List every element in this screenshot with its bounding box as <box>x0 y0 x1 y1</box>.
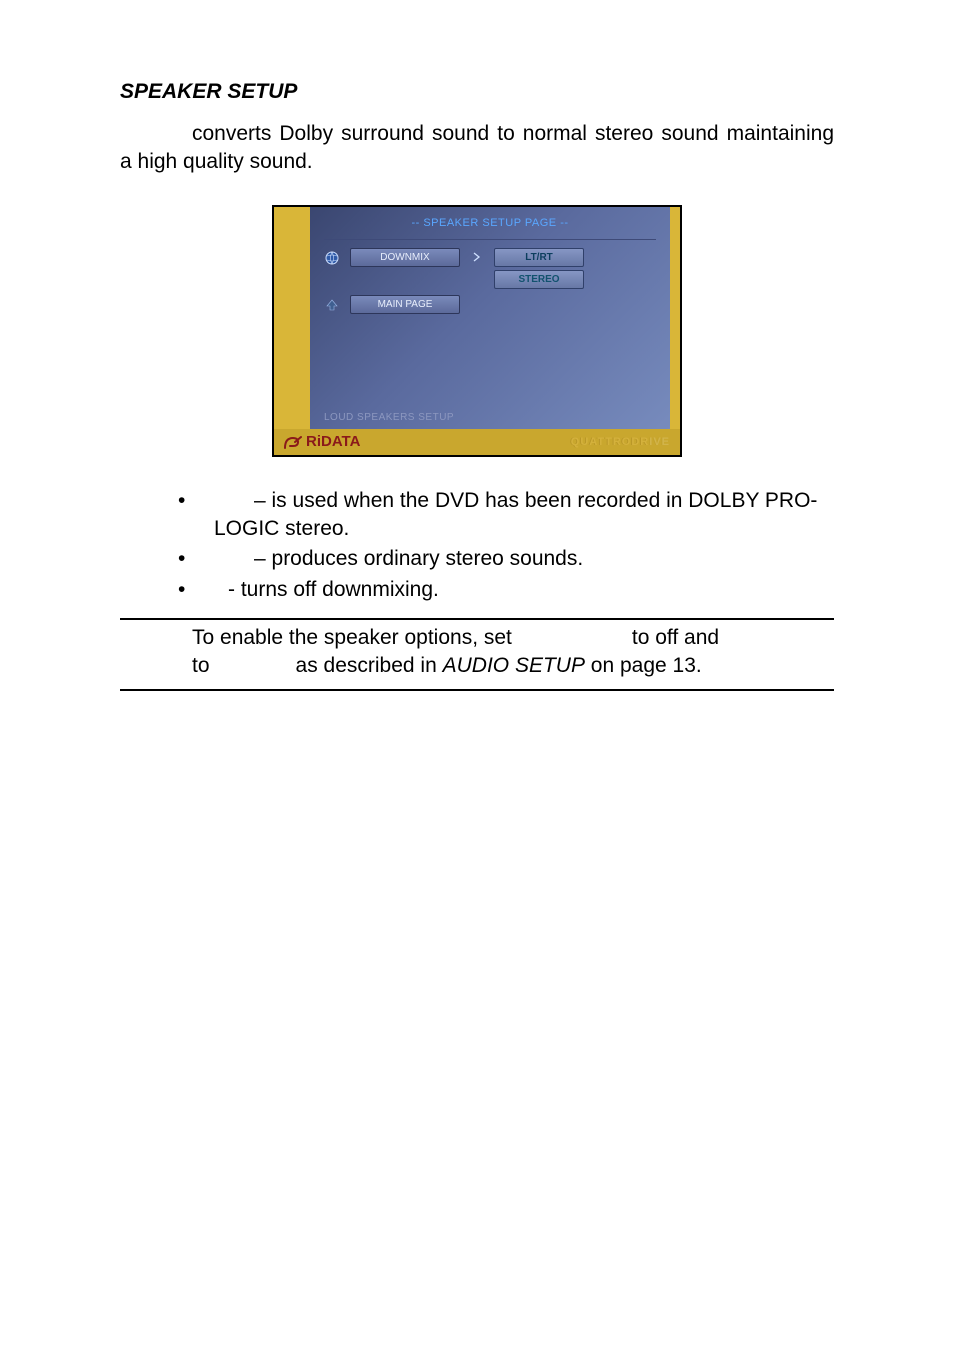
note-line1: To enable the speaker options, set to off… <box>192 624 814 652</box>
osd-right-border <box>670 207 680 429</box>
globe-icon <box>324 250 340 266</box>
bullet-list: – is used when the DVD has been recorded… <box>120 487 834 604</box>
brand-quattrodrive: QUATTRODRIVE <box>571 436 670 448</box>
bullet-off: - turns off downmixing. <box>178 576 834 604</box>
osd-left-border <box>274 207 310 429</box>
note-line2: to as described in AUDIO SETUP on page 13… <box>192 652 814 680</box>
osd-title: -- SPEAKER SETUP PAGE -- <box>324 217 656 229</box>
osd-footer-label: LOUD SPEAKERS SETUP <box>324 412 454 423</box>
osd-panel: -- SPEAKER SETUP PAGE -- DOWNMIX LT <box>310 207 670 429</box>
menu-item-downmix[interactable]: DOWNMIX <box>350 248 460 267</box>
option-stereo[interactable]: STEREO <box>494 270 584 289</box>
chevron-right-icon <box>470 248 484 266</box>
osd-frame: -- SPEAKER SETUP PAGE -- DOWNMIX LT <box>272 205 682 457</box>
menu-item-mainpage[interactable]: MAIN PAGE <box>350 295 460 314</box>
up-arrow-icon <box>324 297 340 313</box>
bullet-ltrt: – is used when the DVD has been recorded… <box>178 487 834 544</box>
bullet-ltrt-line1: – is used when the DVD has been recorded… <box>254 489 817 512</box>
bullet-stereo: – produces ordinary stereo sounds. <box>178 545 834 573</box>
option-ltrt[interactable]: LT/RT <box>494 248 584 267</box>
intro-paragraph: converts Dolby surround sound to normal … <box>120 120 834 177</box>
bullet-ltrt-line2: LOGIC stereo. <box>214 517 349 540</box>
note-l2c: AUDIO SETUP <box>443 654 585 677</box>
note-box: To enable the speaker options, set to off… <box>120 618 834 691</box>
brand-ridata: RiDATA <box>284 433 360 450</box>
osd-divider <box>324 239 656 240</box>
osd-row-mainpage: MAIN PAGE <box>324 295 656 314</box>
note-l2b: as described in <box>296 654 443 677</box>
bullet-stereo-text: – produces ordinary stereo sounds. <box>254 547 583 570</box>
note-l2d: on page 13. <box>585 654 702 677</box>
note-l1a: To enable the speaker options, set <box>192 626 512 649</box>
brand-ridata-text: RiDATA <box>306 433 360 450</box>
note-l2a: to <box>192 654 210 677</box>
brand-quattro-faint: IVE <box>649 436 670 448</box>
osd-bottom-bar: RiDATA QUATTRODRIVE <box>274 429 680 455</box>
section-heading: SPEAKER SETUP <box>120 80 834 104</box>
bullet-off-text: - turns off downmixing. <box>228 578 439 601</box>
osd-screenshot: -- SPEAKER SETUP PAGE -- DOWNMIX LT <box>120 205 834 457</box>
osd-row-downmix: DOWNMIX LT/RT STEREO <box>324 248 656 289</box>
note-l1b: to off and <box>632 626 719 649</box>
brand-quattro-main: QUATTRODR <box>571 436 649 448</box>
